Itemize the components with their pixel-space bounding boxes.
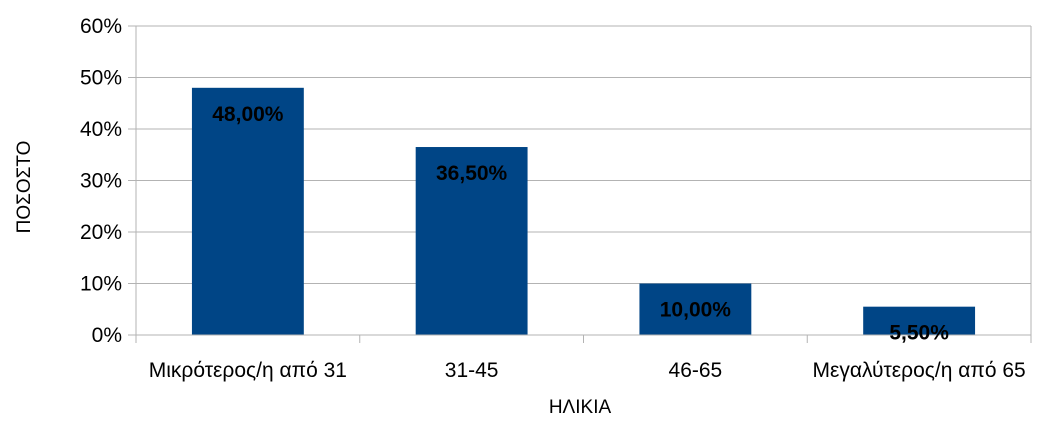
axes xyxy=(128,25,1032,343)
bar xyxy=(191,87,304,335)
x-tick-labels: Μικρότερος/η από 31 31-45 46-65 Μεγαλύτερος… xyxy=(149,359,1026,382)
y-tick-label: 0% xyxy=(92,324,122,347)
bar xyxy=(415,147,528,335)
y-tick-label: 10% xyxy=(80,273,122,296)
y-axis-title: ΠΟΣΟΣΤΟ xyxy=(14,141,35,234)
data-label: 36,50% xyxy=(436,162,508,185)
x-axis-title: ΗΛΙΚΙΑ xyxy=(549,397,612,418)
bar xyxy=(863,306,976,335)
bar xyxy=(639,283,752,335)
x-tick-label: Μεγαλύτερος/η από 65 xyxy=(813,359,1026,382)
data-labels: 48,00% 36,50% 10,00% 5,50% xyxy=(212,103,949,345)
x-tick-label: Μικρότερος/η από 31 xyxy=(149,359,347,382)
bars xyxy=(191,87,976,335)
data-label: 10,00% xyxy=(660,299,732,322)
y-tick-label: 20% xyxy=(80,221,122,244)
x-tick-label: 46-65 xyxy=(669,359,723,382)
y-tick-label: 30% xyxy=(80,170,122,193)
x-tick-label: 31-45 xyxy=(445,359,499,382)
y-tick-label: 50% xyxy=(80,67,122,90)
data-label: 5,50% xyxy=(889,322,949,345)
y-tick-labels: 0% 10% 20% 30% 40% 50% 60% xyxy=(80,15,122,347)
y-tick-label: 40% xyxy=(80,118,122,141)
y-tick-label: 60% xyxy=(80,15,122,38)
data-label: 48,00% xyxy=(212,103,284,126)
